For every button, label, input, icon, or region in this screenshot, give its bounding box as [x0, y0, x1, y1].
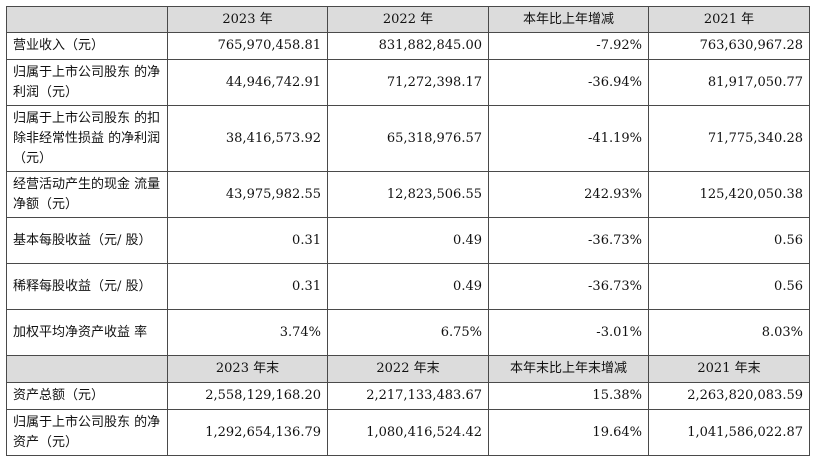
header-cell-2023: 2023 年 [167, 6, 328, 33]
value-cell: 15.38% [488, 382, 649, 410]
table-row: 经营活动产生的现金 流量净额（元） 43,975,982.55 12,823,5… [6, 171, 810, 218]
value-cell: 65,318,976.57 [327, 105, 489, 172]
row-label: 稀释每股收益（元/ 股） [6, 263, 168, 310]
value-cell: -36.73% [488, 217, 649, 264]
value-cell: -36.94% [488, 59, 649, 106]
value-cell: 71,775,340.28 [648, 105, 810, 172]
table-row: 营业收入（元） 765,970,458.81 831,882,845.00 -7… [6, 32, 810, 60]
row-label: 基本每股收益（元/ 股） [6, 217, 168, 264]
value-cell: 6.75% [327, 309, 489, 356]
value-cell: 0.49 [327, 217, 489, 264]
header-cell-2023-end: 2023 年末 [167, 355, 328, 383]
value-cell: 1,041,586,022.87 [648, 409, 810, 456]
value-cell: 1,080,416,524.42 [327, 409, 489, 456]
table-row: 归属于上市公司股东 的净资产（元） 1,292,654,136.79 1,080… [6, 409, 810, 456]
value-cell: 125,420,050.38 [648, 171, 810, 218]
value-cell: -41.19% [488, 105, 649, 172]
row-label: 归属于上市公司股东 的净资产（元） [6, 409, 168, 456]
value-cell: 71,272,398.17 [327, 59, 489, 106]
header-cell-2021-end: 2021 年末 [648, 355, 810, 383]
value-cell: 2,217,133,483.67 [327, 382, 489, 410]
value-cell: 1,292,654,136.79 [167, 409, 328, 456]
table-subheader-row: 2023 年末 2022 年末 本年末比上年末增减 2021 年末 [6, 355, 810, 383]
header-cell-2021: 2021 年 [648, 6, 810, 33]
header-cell-2022-end: 2022 年末 [327, 355, 489, 383]
row-label: 营业收入（元） [6, 32, 168, 60]
value-cell: 38,416,573.92 [167, 105, 328, 172]
table-row: 归属于上市公司股东 的净利润（元） 44,946,742.91 71,272,3… [6, 59, 810, 106]
value-cell: 3.74% [167, 309, 328, 356]
table-row: 基本每股收益（元/ 股） 0.31 0.49 -36.73% 0.56 [6, 217, 810, 264]
financial-summary-table: 2023 年 2022 年 本年比上年增减 2021 年 营业收入（元） 765… [6, 6, 810, 456]
row-label: 归属于上市公司股东 的扣除非经常性损益 的净利润（元） [6, 105, 168, 172]
header-cell-2022: 2022 年 [327, 6, 489, 33]
value-cell: 0.56 [648, 217, 810, 264]
header-cell-change: 本年比上年增减 [488, 6, 649, 33]
value-cell: 19.64% [488, 409, 649, 456]
header-cell-change-end: 本年末比上年末增减 [488, 355, 649, 383]
header-cell-blank [6, 6, 168, 33]
row-label: 归属于上市公司股东 的净利润（元） [6, 59, 168, 106]
row-label: 加权平均净资产收益 率 [6, 309, 168, 356]
value-cell: -7.92% [488, 32, 649, 60]
value-cell: 0.31 [167, 217, 328, 264]
value-cell: 81,917,050.77 [648, 59, 810, 106]
value-cell: 2,558,129,168.20 [167, 382, 328, 410]
value-cell: 831,882,845.00 [327, 32, 489, 60]
table-row: 稀释每股收益（元/ 股） 0.31 0.49 -36.73% 0.56 [6, 263, 810, 310]
value-cell: 0.49 [327, 263, 489, 310]
header-cell-blank [6, 355, 168, 383]
table-row: 加权平均净资产收益 率 3.74% 6.75% -3.01% 8.03% [6, 309, 810, 356]
value-cell: 2,263,820,083.59 [648, 382, 810, 410]
table-header-row: 2023 年 2022 年 本年比上年增减 2021 年 [6, 6, 810, 33]
table-row: 归属于上市公司股东 的扣除非经常性损益 的净利润（元） 38,416,573.9… [6, 105, 810, 172]
value-cell: 44,946,742.91 [167, 59, 328, 106]
value-cell: -36.73% [488, 263, 649, 310]
row-label: 资产总额（元） [6, 382, 168, 410]
value-cell: 43,975,982.55 [167, 171, 328, 218]
value-cell: 242.93% [488, 171, 649, 218]
table-row: 资产总额（元） 2,558,129,168.20 2,217,133,483.6… [6, 382, 810, 410]
value-cell: 763,630,967.28 [648, 32, 810, 60]
row-label: 经营活动产生的现金 流量净额（元） [6, 171, 168, 218]
value-cell: 0.31 [167, 263, 328, 310]
value-cell: -3.01% [488, 309, 649, 356]
value-cell: 0.56 [648, 263, 810, 310]
value-cell: 8.03% [648, 309, 810, 356]
value-cell: 765,970,458.81 [167, 32, 328, 60]
value-cell: 12,823,506.55 [327, 171, 489, 218]
